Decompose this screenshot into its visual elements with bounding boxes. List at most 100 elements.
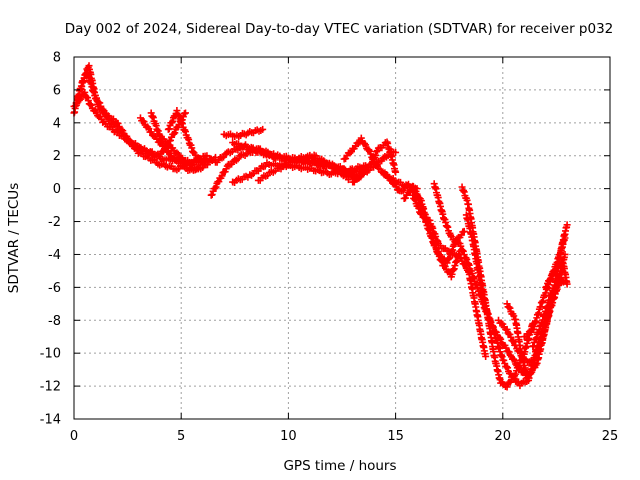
data-points bbox=[70, 62, 571, 391]
data-point bbox=[211, 184, 219, 192]
data-point bbox=[156, 153, 164, 161]
data-point bbox=[392, 148, 400, 156]
data-point bbox=[362, 141, 370, 149]
data-point bbox=[372, 151, 380, 159]
data-track bbox=[254, 152, 327, 184]
data-point bbox=[563, 221, 571, 229]
data-point bbox=[506, 304, 514, 312]
data-point bbox=[197, 157, 205, 165]
data-point bbox=[554, 277, 562, 285]
data-point bbox=[411, 196, 419, 204]
data-point bbox=[503, 363, 511, 371]
data-point bbox=[259, 125, 267, 133]
data-point bbox=[505, 303, 513, 311]
data-point bbox=[100, 107, 108, 115]
data-point bbox=[208, 191, 216, 199]
data-point bbox=[410, 195, 418, 203]
data-point bbox=[96, 99, 104, 107]
data-point bbox=[405, 189, 413, 197]
data-point bbox=[174, 150, 182, 158]
y-tick-label: -2 bbox=[48, 215, 61, 230]
data-point bbox=[505, 348, 513, 356]
data-point bbox=[561, 234, 569, 242]
data-point bbox=[459, 247, 467, 255]
axes: 0 5 10 15 20 25 -14 -12 -10 -8 -6 -4 -2 0 2 4 6 8 bbox=[40, 51, 619, 445]
data-track bbox=[147, 109, 202, 173]
data-point bbox=[401, 194, 409, 202]
data-point bbox=[551, 282, 559, 290]
data-point bbox=[497, 335, 505, 343]
data-point bbox=[463, 255, 471, 263]
data-point bbox=[503, 325, 511, 333]
data-point bbox=[75, 96, 83, 104]
data-point bbox=[499, 320, 507, 328]
data-point bbox=[528, 368, 536, 376]
y-axis-title: SDTVAR / TECUs bbox=[6, 183, 22, 293]
data-point bbox=[373, 148, 381, 156]
y-tick-label: -4 bbox=[48, 248, 61, 263]
data-track bbox=[136, 114, 220, 174]
y-tick-label: -8 bbox=[48, 314, 61, 329]
data-point bbox=[361, 140, 369, 148]
y-tick-label: 8 bbox=[53, 51, 61, 66]
data-point bbox=[460, 227, 468, 235]
data-point bbox=[482, 352, 490, 360]
data-point bbox=[413, 190, 421, 198]
data-point bbox=[548, 290, 556, 298]
data-point bbox=[514, 364, 522, 372]
data-point bbox=[93, 94, 101, 102]
data-point bbox=[99, 105, 107, 113]
data-point bbox=[194, 165, 202, 173]
data-point bbox=[553, 264, 561, 272]
data-point bbox=[81, 88, 89, 96]
data-point bbox=[171, 129, 179, 137]
data-point bbox=[415, 204, 423, 212]
data-point bbox=[181, 109, 189, 117]
data-point bbox=[457, 242, 465, 250]
y-tick-label: -14 bbox=[40, 413, 61, 428]
y-tick-label: 4 bbox=[53, 116, 61, 131]
x-axis-title: GPS time / hours bbox=[283, 458, 396, 474]
data-point bbox=[357, 134, 365, 142]
data-track bbox=[542, 256, 571, 291]
data-point bbox=[434, 250, 442, 258]
data-point bbox=[71, 102, 79, 110]
data-point bbox=[218, 172, 226, 180]
data-point bbox=[510, 355, 518, 363]
data-point bbox=[392, 168, 400, 176]
data-point bbox=[545, 277, 553, 285]
y-tick-label: 0 bbox=[53, 182, 61, 197]
data-point bbox=[352, 142, 360, 150]
data-point bbox=[86, 100, 94, 108]
data-point bbox=[346, 149, 354, 157]
data-point bbox=[409, 191, 417, 199]
x-tick-label: 10 bbox=[280, 429, 297, 444]
data-point bbox=[504, 364, 512, 372]
data-point bbox=[212, 183, 220, 191]
y-tick-label: -12 bbox=[40, 380, 61, 395]
data-point bbox=[319, 162, 327, 170]
y-tick-label: 6 bbox=[53, 83, 61, 98]
plot-frame bbox=[73, 56, 611, 420]
data-point bbox=[140, 118, 148, 126]
data-point bbox=[342, 155, 350, 163]
data-point bbox=[77, 95, 85, 103]
y-tick-label: 2 bbox=[53, 149, 61, 164]
x-tick-label: 20 bbox=[495, 429, 512, 444]
data-point bbox=[91, 107, 99, 115]
data-point bbox=[547, 292, 555, 300]
data-point bbox=[387, 176, 395, 184]
data-point bbox=[92, 108, 100, 116]
data-track bbox=[220, 125, 267, 141]
chart-title: Day 002 of 2024, Sidereal Day-to-day VTE… bbox=[65, 21, 614, 37]
data-track bbox=[400, 182, 468, 267]
data-point bbox=[165, 125, 173, 133]
data-point bbox=[367, 150, 375, 158]
data-point bbox=[510, 312, 518, 320]
x-tick-label: 15 bbox=[387, 429, 404, 444]
data-point bbox=[80, 74, 88, 82]
data-track bbox=[379, 168, 464, 281]
y-tick-label: -6 bbox=[48, 281, 61, 296]
data-point bbox=[511, 356, 519, 364]
data-point bbox=[546, 275, 554, 283]
